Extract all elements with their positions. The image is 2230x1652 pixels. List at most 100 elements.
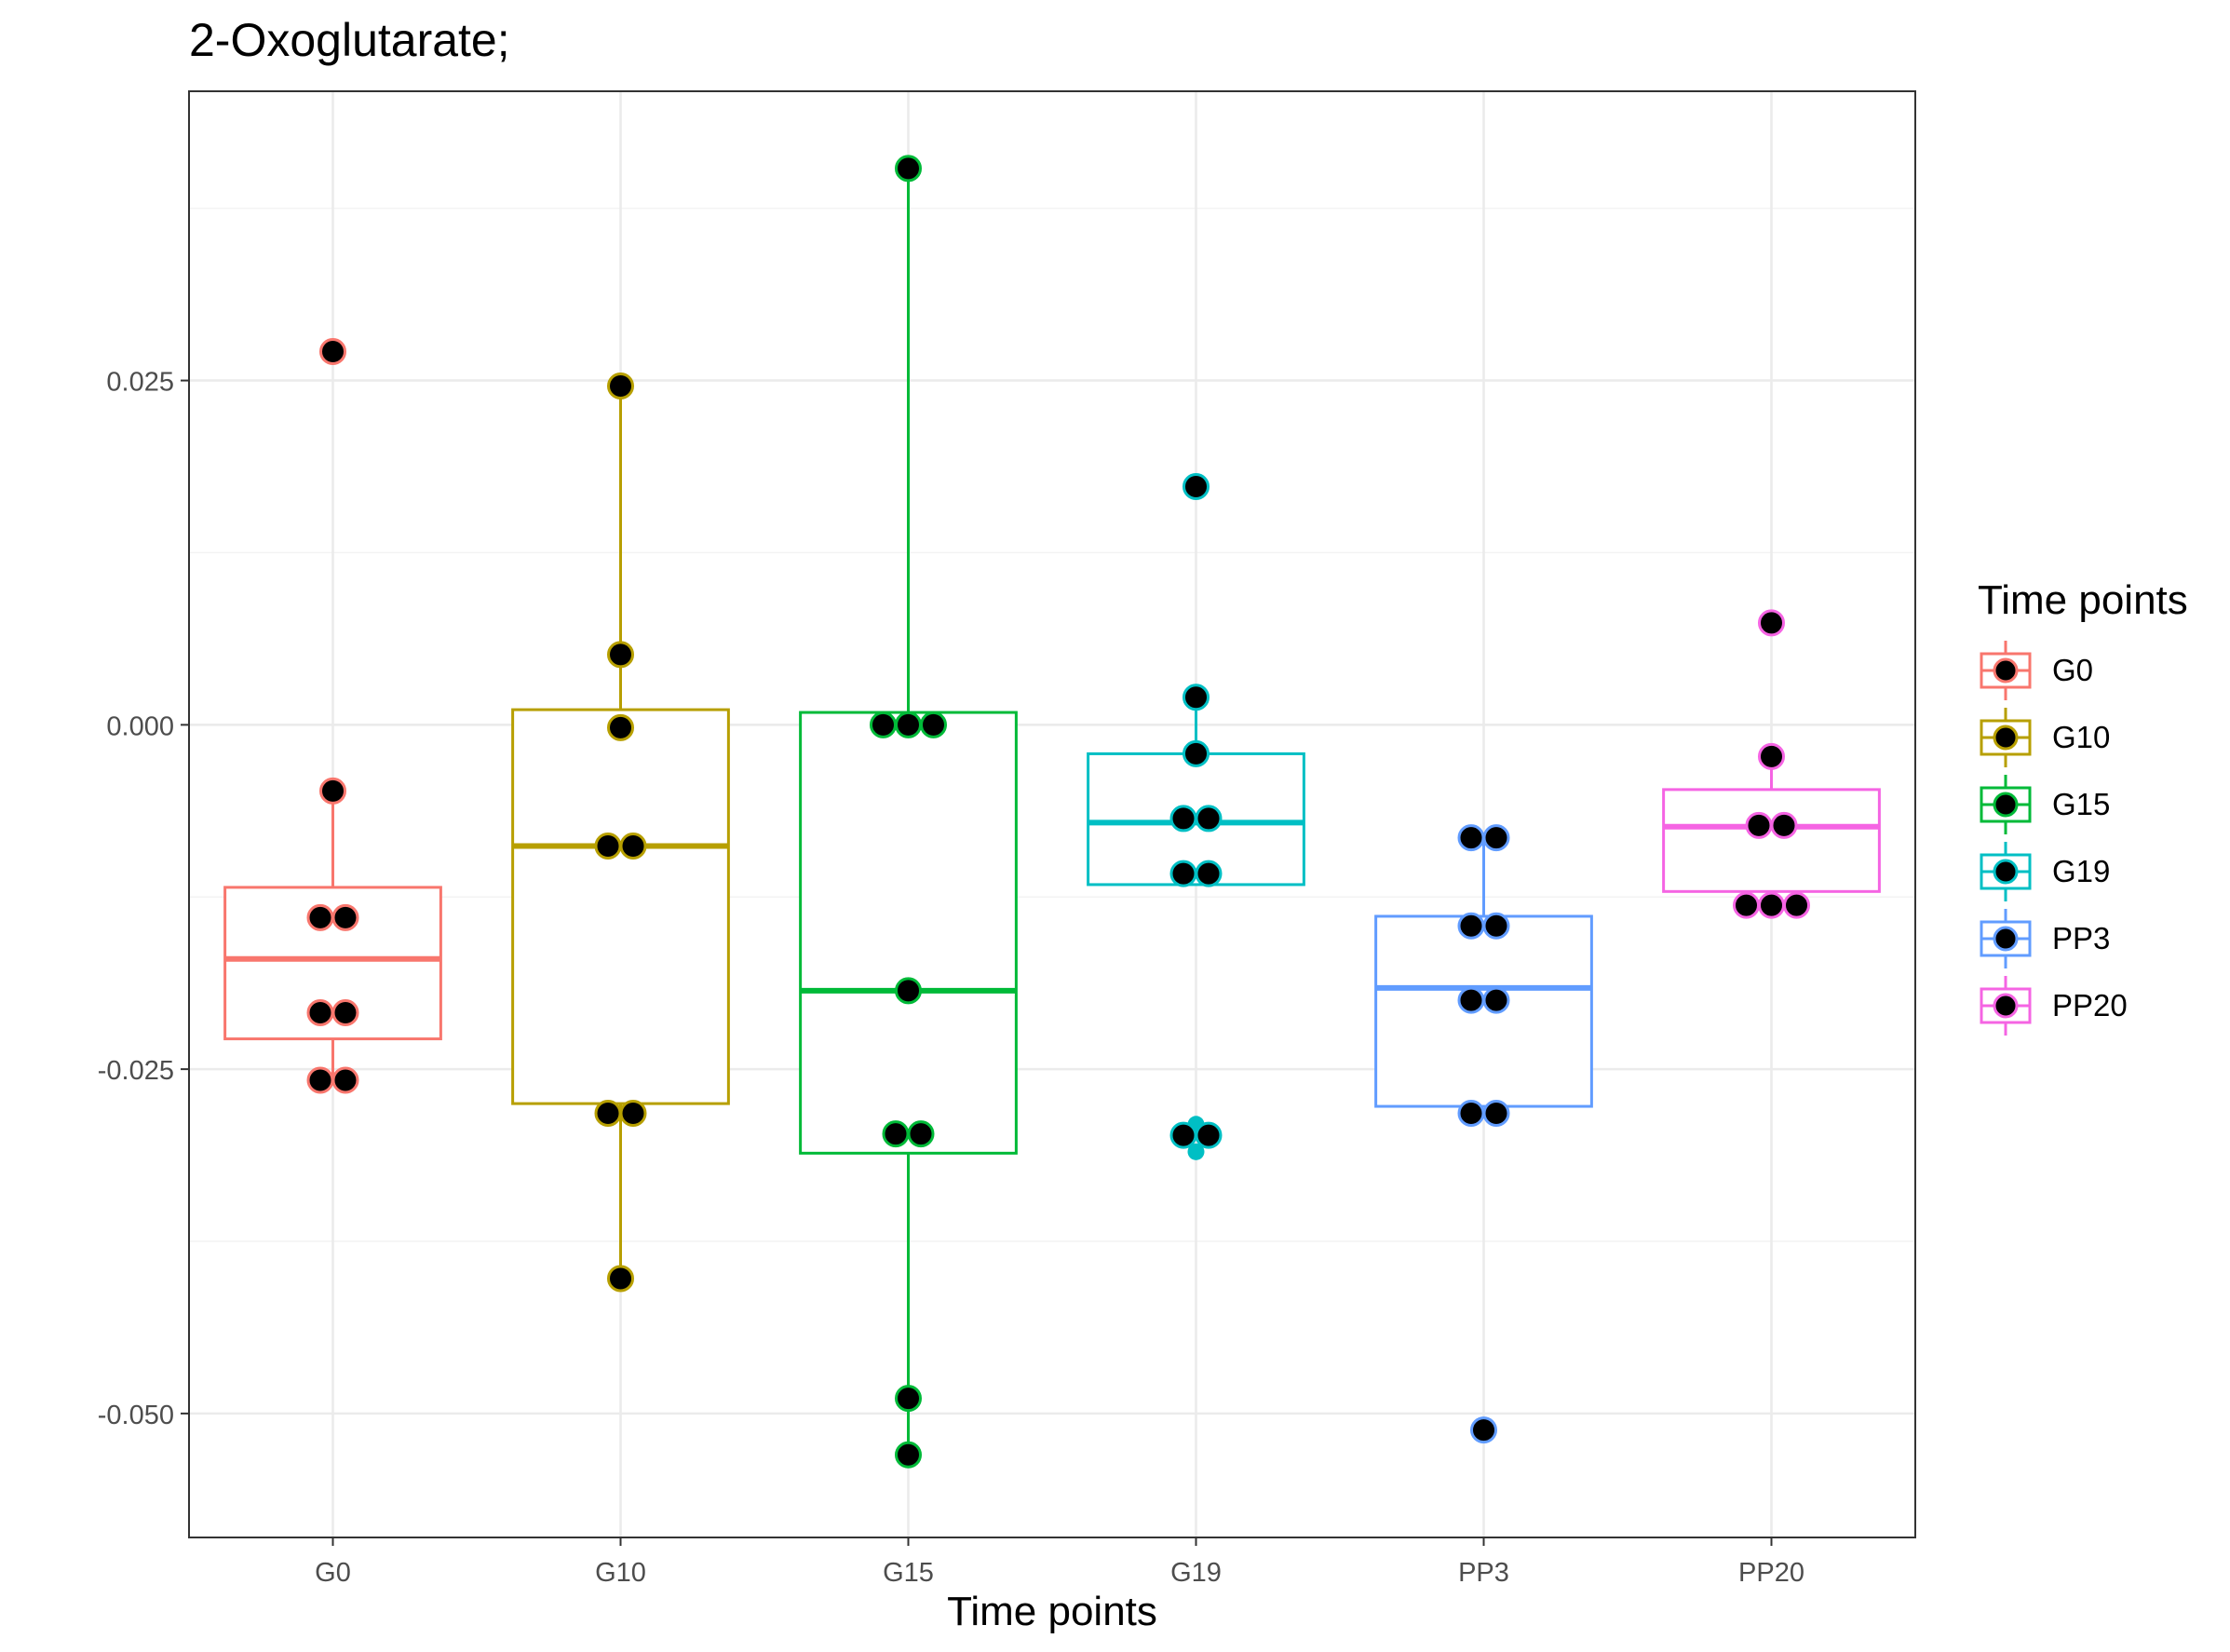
data-point-G15 bbox=[907, 1120, 935, 1148]
legend-key-G19 bbox=[1978, 838, 2034, 905]
y-tick-label: 0.000 bbox=[106, 711, 174, 741]
legend-title: Time points bbox=[1978, 577, 2188, 623]
chart-title: 2-Oxoglutarate; bbox=[189, 14, 510, 66]
data-point-G10 bbox=[607, 372, 634, 400]
data-point-G10 bbox=[607, 713, 634, 741]
data-point-PP3 bbox=[1457, 824, 1485, 852]
legend-item-G10: G10 bbox=[1978, 704, 2188, 771]
data-point-G15 bbox=[920, 711, 947, 738]
data-point-G15 bbox=[895, 155, 922, 183]
legend-label: PP20 bbox=[2052, 988, 2128, 1022]
legend-key-G0 bbox=[1978, 637, 2034, 704]
legend-key-point bbox=[1993, 859, 2019, 885]
data-point-PP20 bbox=[1733, 891, 1760, 919]
y-tick-label: -0.050 bbox=[98, 1401, 174, 1430]
minor-gridlines bbox=[189, 208, 1915, 1242]
x-axis-label: Time points bbox=[947, 1589, 1157, 1634]
data-point-PP20 bbox=[1783, 891, 1810, 919]
legend-key-point bbox=[1993, 926, 2019, 952]
plot-panel-border bbox=[188, 90, 1916, 1538]
data-point-PP3 bbox=[1457, 912, 1485, 940]
data-point-G19 bbox=[1183, 739, 1210, 767]
box-iqr bbox=[1662, 788, 1881, 893]
x-tick-label: G19 bbox=[1170, 1558, 1222, 1588]
data-point-G15 bbox=[895, 1385, 922, 1413]
data-point-PP20 bbox=[1758, 891, 1785, 919]
legend-item-G15: G15 bbox=[1978, 771, 2188, 838]
legend-label: G15 bbox=[2052, 787, 2111, 821]
data-point-G19 bbox=[1183, 472, 1210, 500]
data-point-G15 bbox=[882, 1120, 910, 1148]
legend-label: PP3 bbox=[2052, 921, 2111, 955]
data-point-G0 bbox=[306, 998, 334, 1026]
x-tick-label: G10 bbox=[595, 1558, 646, 1588]
data-point-G19 bbox=[1195, 860, 1223, 887]
data-point-G10 bbox=[607, 641, 634, 669]
legend-key-G10 bbox=[1978, 704, 2034, 771]
x-tick-label: PP20 bbox=[1738, 1558, 1804, 1588]
data-point-G10 bbox=[594, 833, 622, 860]
data-point-G0 bbox=[319, 777, 346, 805]
data-point-G19 bbox=[1183, 684, 1210, 711]
data-point-PP3 bbox=[1482, 986, 1510, 1014]
legend-item-PP3: PP3 bbox=[1978, 905, 2188, 972]
x-tick-label: G15 bbox=[883, 1558, 934, 1588]
legend-key-point bbox=[1993, 657, 2019, 684]
data-point-PP3 bbox=[1470, 1416, 1497, 1444]
outlier-point bbox=[1187, 1143, 1205, 1160]
legend-key-point bbox=[1993, 993, 2019, 1019]
data-point-G19 bbox=[1169, 1121, 1197, 1149]
data-point-G0 bbox=[331, 1066, 359, 1094]
legend-key-point bbox=[1993, 724, 2019, 751]
y-tick-label: -0.025 bbox=[98, 1056, 174, 1086]
data-point-G10 bbox=[619, 833, 647, 860]
x-axis: G0 G10 G15 G19 PP3 PP20 bbox=[315, 1537, 1804, 1588]
data-point-PP3 bbox=[1482, 824, 1510, 852]
data-point-PP3 bbox=[1457, 1099, 1485, 1127]
data-point-G0 bbox=[306, 903, 334, 931]
legend-key-PP20 bbox=[1978, 972, 2034, 1039]
y-tick-label: 0.025 bbox=[106, 368, 174, 398]
box-G15 bbox=[799, 168, 1018, 1456]
legend-key-G15 bbox=[1978, 771, 2034, 838]
legend-label: G19 bbox=[2052, 854, 2111, 888]
legend-label: G0 bbox=[2052, 653, 2094, 687]
data-point-G19 bbox=[1169, 805, 1197, 833]
data-point-G15 bbox=[895, 1441, 922, 1469]
legend-items: G0 G10 G15 G19 PP3 PP20 bbox=[1978, 637, 2188, 1039]
data-point-G10 bbox=[619, 1099, 647, 1127]
box-iqr bbox=[511, 708, 730, 1105]
major-gridlines bbox=[189, 91, 1915, 1537]
legend-item-G0: G0 bbox=[1978, 637, 2188, 704]
data-point-G19 bbox=[1169, 860, 1197, 887]
legend-item-PP20: PP20 bbox=[1978, 972, 2188, 1039]
box-iqr bbox=[1374, 914, 1593, 1108]
data-point-G15 bbox=[870, 711, 897, 738]
data-point-G0 bbox=[331, 903, 359, 931]
legend: Time points G0 G10 G15 G19 PP3 PP20 bbox=[1978, 577, 2188, 1039]
data-point-PP20 bbox=[1770, 811, 1798, 839]
data-point-G15 bbox=[895, 977, 922, 1005]
legend-label: G10 bbox=[2052, 720, 2111, 754]
box-G0 bbox=[223, 791, 442, 1080]
legend-key-point bbox=[1993, 792, 2019, 818]
legend-key-PP3 bbox=[1978, 905, 2034, 972]
data-point-PP20 bbox=[1745, 811, 1773, 839]
data-point-G19 bbox=[1195, 1121, 1223, 1149]
x-tick-label: PP3 bbox=[1458, 1558, 1509, 1588]
data-point-G10 bbox=[594, 1099, 622, 1127]
data-point-PP3 bbox=[1457, 986, 1485, 1014]
data-point-PP3 bbox=[1482, 1099, 1510, 1127]
x-tick-label: G0 bbox=[315, 1558, 351, 1588]
data-point-G0 bbox=[331, 998, 359, 1026]
box-PP3 bbox=[1374, 837, 1593, 1108]
data-point-G15 bbox=[895, 711, 922, 738]
y-axis: 0.025 0.000 -0.025 -0.050 bbox=[98, 368, 189, 1430]
legend-item-G19: G19 bbox=[1978, 838, 2188, 905]
data-points bbox=[306, 155, 1810, 1469]
data-point-G0 bbox=[319, 338, 346, 366]
data-point-G19 bbox=[1195, 805, 1223, 833]
data-point-PP3 bbox=[1482, 912, 1510, 940]
box-G10 bbox=[511, 386, 730, 1279]
